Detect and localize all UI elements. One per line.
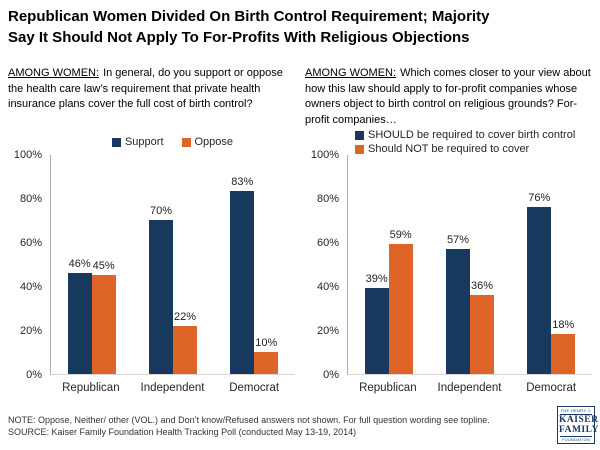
bar-value-label: 18% xyxy=(552,319,575,332)
y-tick-label: 20% xyxy=(19,325,42,337)
bar-should-republican: 59% xyxy=(388,229,413,374)
y-tick-label: 0% xyxy=(323,369,339,381)
y-tick-label: 20% xyxy=(316,325,339,337)
y-tick-label: 100% xyxy=(310,149,339,161)
x-axis-label-text: Democrat xyxy=(526,382,577,394)
y-tick-label: 80% xyxy=(316,193,339,205)
kff-logo-kaiser: KAISER xyxy=(559,415,599,425)
bar-group-democrat: 76% 18% xyxy=(527,192,576,374)
kff-logo-family: FAMILY xyxy=(559,424,599,435)
bar-value-label: 76% xyxy=(528,191,551,204)
x-axis-label: Independent xyxy=(438,382,502,394)
y-axis: 0% 20% 40% 60% 80% 100% xyxy=(305,149,347,381)
x-axis-label-text: Republican xyxy=(359,382,417,394)
bar-value-label: 36% xyxy=(470,279,493,292)
bar-support-democrat: 83% xyxy=(230,176,255,374)
bar-group-democrat: 83% 10% xyxy=(230,176,279,374)
page-title: Republican Women Divided On Birth Contro… xyxy=(8,6,596,48)
y-axis: 0% 20% 40% 60% 80% 100% xyxy=(8,149,50,381)
question-prefix: AMONG WOMEN: xyxy=(8,67,100,79)
bars-region: 46% 45% 70% 22% 83% 10% xyxy=(50,155,295,375)
x-axis: Republican Independent Democrat xyxy=(347,382,592,394)
y-tick-label: 60% xyxy=(19,237,42,249)
y-tick-label: 80% xyxy=(19,193,42,205)
legend-swatch-icon xyxy=(355,130,364,140)
legend-item: Oppose xyxy=(181,136,234,148)
legend-item: Support xyxy=(111,136,164,148)
x-axis-label: Republican xyxy=(62,382,120,394)
bar-should-republican: 39% xyxy=(364,273,389,374)
bar-group-independent: 70% 22% xyxy=(148,205,197,374)
legend: Support Oppose xyxy=(50,136,295,148)
bar-value-label: 39% xyxy=(365,273,388,286)
page-title-line2: Say It Should Not Apply To For-Profits W… xyxy=(8,29,470,46)
kff-logo-tagline: THE HENRY J. xyxy=(560,408,592,415)
bar-oppose-republican: 45% xyxy=(91,260,116,374)
source-line: SOURCE: Kaiser Family Foundation Health … xyxy=(8,427,357,437)
question-prefix: AMONG WOMEN: xyxy=(305,67,397,79)
bar-should-independent: 36% xyxy=(469,280,494,374)
x-axis-label-text: Independent xyxy=(437,382,502,394)
x-axis-label: Democrat xyxy=(526,382,577,394)
note-line: NOTE: Oppose, Neither/ other (VOL.) and … xyxy=(8,415,490,425)
question-text: In general, do you support or oppose the… xyxy=(8,67,283,110)
x-axis-label-text: Democrat xyxy=(229,382,280,394)
bar-group-republican: 39% 59% xyxy=(364,229,413,374)
question-text: Which comes closer to your view about ho… xyxy=(305,67,591,126)
bar-value-label: 83% xyxy=(231,176,254,189)
bar-should-independent: 57% xyxy=(445,234,470,374)
bar-should-democrat: 76% xyxy=(527,192,552,374)
plot-area: 0% 20% 40% 60% 80% 100% 46% 45% 70% 22% 83% 10% Re… xyxy=(8,149,297,394)
bar-value-label: 70% xyxy=(149,205,172,217)
y-tick-label: 0% xyxy=(26,369,42,381)
chart-forprofit-coverage: AMONG WOMEN: Which comes closer to your v… xyxy=(305,66,594,418)
footnote: NOTE: Oppose, Neither/ other (VOL.) and … xyxy=(8,414,553,438)
legend-label: SHOULD be required to cover birth contro… xyxy=(368,129,576,141)
y-tick-label: 40% xyxy=(316,281,339,293)
legend-label: Support xyxy=(124,136,164,148)
kff-logo-foundation: FOUNDATION xyxy=(560,436,592,442)
bar-group-republican: 46% 45% xyxy=(67,258,116,374)
bar-support-independent: 70% xyxy=(148,205,173,374)
bar-support-republican: 46% xyxy=(67,258,92,374)
legend-label: Should NOT be required to cover xyxy=(368,143,530,155)
kff-logo: THE HENRY J. KAISER FAMILY FOUNDATION xyxy=(557,406,599,444)
bar-value-label: 59% xyxy=(389,229,412,242)
page-title-line1: Republican Women Divided On Birth Contro… xyxy=(8,8,490,25)
bar-value-label: 22% xyxy=(173,310,196,323)
plot-area: 0% 20% 40% 60% 80% 100% 39% 59% 57% 36% 76% 18% Re… xyxy=(305,149,594,394)
x-axis-label: Republican xyxy=(359,382,417,394)
x-axis-label-text: Republican xyxy=(62,382,120,394)
bar-oppose-democrat: 10% xyxy=(254,337,279,374)
y-tick-label: 40% xyxy=(19,281,42,293)
x-axis-label: Independent xyxy=(141,382,205,394)
bar-value-label: 46% xyxy=(68,257,91,270)
bar-should-democrat: 18% xyxy=(551,319,576,374)
chart-question: AMONG WOMEN: Which comes closer to your v… xyxy=(305,66,594,128)
x-axis: Republican Independent Democrat xyxy=(50,382,295,394)
legend-item: Should NOT be required to cover xyxy=(355,143,594,155)
legend: SHOULD be required to cover birth contro… xyxy=(355,129,594,155)
x-axis-label-text: Independent xyxy=(140,382,205,394)
bars-region: 39% 59% 57% 36% 76% 18% xyxy=(347,155,592,375)
legend-swatch-icon xyxy=(181,137,191,147)
y-tick-label: 100% xyxy=(13,149,42,161)
chart-question: AMONG WOMEN: In general, do you support o… xyxy=(8,66,297,113)
bar-value-label: 10% xyxy=(255,337,278,349)
y-tick-label: 60% xyxy=(316,237,339,249)
bar-oppose-independent: 22% xyxy=(172,311,197,374)
bar-group-independent: 57% 36% xyxy=(445,234,494,374)
bar-value-label: 57% xyxy=(446,233,469,246)
bar-value-label: 45% xyxy=(92,260,115,272)
legend-swatch-icon xyxy=(355,144,364,154)
legend-swatch-icon xyxy=(111,137,121,147)
chart-support-oppose: AMONG WOMEN: In general, do you support o… xyxy=(8,66,297,418)
legend-label: Oppose xyxy=(194,136,234,148)
legend-item: SHOULD be required to cover birth contro… xyxy=(355,129,594,141)
x-axis-label: Democrat xyxy=(229,382,280,394)
